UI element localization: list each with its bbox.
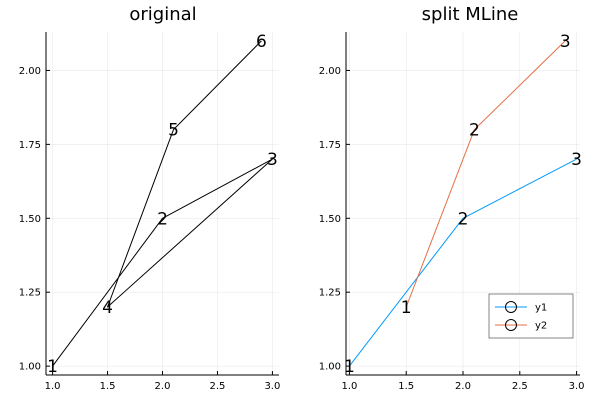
y-tick-label: 1.75 <box>19 140 41 151</box>
y-tick-label: 1.50 <box>319 214 341 225</box>
point-label: 2 <box>157 209 168 229</box>
point-label: 3 <box>571 150 582 170</box>
legend-box <box>488 293 574 339</box>
y-tick-label: 1.00 <box>319 362 341 373</box>
y-tick-label: 1.25 <box>319 288 341 299</box>
point-label: 2 <box>458 209 469 229</box>
y-tick-label: 2.00 <box>19 66 41 77</box>
point-label: 2 <box>469 121 480 141</box>
y-tick-label: 1.25 <box>19 288 41 299</box>
x-tick-label: 1.0 <box>45 381 61 392</box>
point-label: 1 <box>47 357 58 377</box>
x-tick-label: 2.0 <box>455 381 471 392</box>
point-label: 5 <box>168 121 179 141</box>
x-tick-label: 2.0 <box>155 381 171 392</box>
point-label: 6 <box>256 32 267 52</box>
x-tick-label: 3.0 <box>569 381 585 392</box>
series-line-1 <box>52 40 273 367</box>
point-label: 1 <box>344 357 355 377</box>
legend-marker-y1 <box>505 301 517 313</box>
x-tick-label: 2.5 <box>512 381 528 392</box>
y-tick-label: 1.50 <box>19 214 41 225</box>
series-line-y1 <box>349 158 577 367</box>
y-tick-label: 2.00 <box>319 66 341 77</box>
series-line-y2 <box>405 40 566 308</box>
x-tick-label: 1.5 <box>100 381 116 392</box>
legend-label-y1: y1 <box>535 303 547 314</box>
chart-title: split MLine <box>422 4 519 25</box>
x-tick-label: 2.5 <box>209 381 225 392</box>
subplot-1: 1.0 1.5 2.0 2.5 3.0 1.00 1.25 1.50 1.75 2.00 origi… <box>19 4 281 392</box>
point-label: 1 <box>401 298 412 318</box>
subplot-2: 1.0 1.5 2.0 2.5 3.0 1.00 1.25 1.50 1.75 2.00 split… <box>319 4 585 392</box>
x-tick-label: 1.0 <box>341 381 357 392</box>
legend-label-y2: y2 <box>535 321 547 332</box>
y-tick-label: 1.00 <box>19 362 41 373</box>
x-tick-label: 1.5 <box>398 381 414 392</box>
point-label: 4 <box>102 298 113 318</box>
x-tick-label: 3.0 <box>264 381 280 392</box>
point-label: 3 <box>560 32 571 52</box>
y-tick-label: 1.75 <box>319 140 341 151</box>
point-label: 3 <box>267 150 278 170</box>
legend-marker-y2 <box>505 319 517 331</box>
chart-title: original <box>129 4 196 25</box>
legend: y1 y2 <box>488 293 574 339</box>
